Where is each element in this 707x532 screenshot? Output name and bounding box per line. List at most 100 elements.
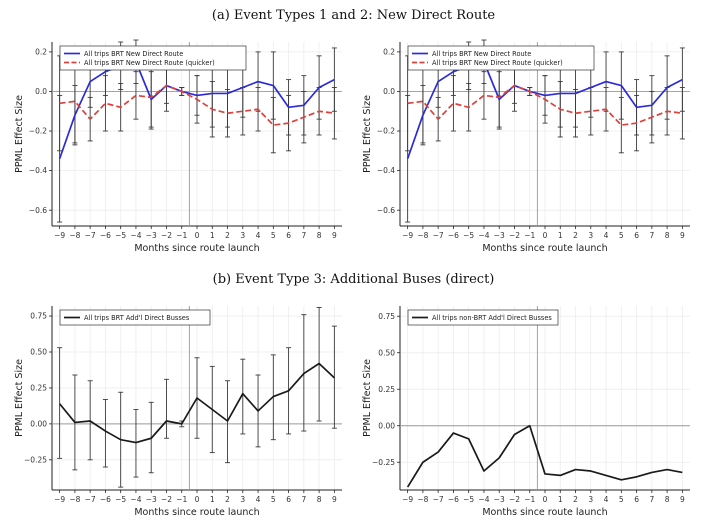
data-point — [681, 471, 684, 474]
data-point — [226, 419, 229, 422]
data-point — [604, 474, 607, 477]
data-point — [666, 110, 669, 113]
x-tick-label: −2 — [161, 495, 172, 504]
panel-b-title: (b) Event Type 3: Additional Buses (dire… — [212, 272, 495, 287]
data-point — [406, 157, 409, 160]
y-tick-label: −0.2 — [29, 127, 47, 136]
data-point — [467, 437, 470, 440]
y-tick-label: −0.6 — [29, 206, 47, 215]
x-tick-label: 8 — [317, 495, 322, 504]
x-tick-label: −9 — [402, 231, 413, 240]
x-tick-label: −6 — [448, 231, 459, 240]
x-tick-label: 3 — [240, 495, 245, 504]
x-tick-label: 6 — [286, 495, 291, 504]
legend-box — [59, 309, 211, 326]
data-point — [574, 112, 577, 115]
x-tick-label: −8 — [69, 495, 80, 504]
data-point — [421, 100, 424, 103]
data-point — [73, 100, 76, 103]
chart-a-right: −9 −8 −7 −6 −5 −4 −3 −2 −1 0 1 2 3 4 5 6 7 8 9 −0.6 −0.4 −0.2… — [362, 39, 690, 254]
data-point — [302, 116, 305, 119]
data-point — [589, 86, 592, 89]
legend-label: All trips BRT New Direct Route (quicker) — [432, 59, 563, 67]
data-point — [498, 456, 501, 459]
x-tick-label: 3 — [588, 231, 593, 240]
data-point — [211, 108, 214, 111]
data-point — [104, 102, 107, 105]
y-tick-label: 0.00 — [30, 419, 47, 428]
data-point — [559, 108, 562, 111]
data-point — [195, 94, 198, 97]
data-point — [226, 92, 229, 95]
y-tick-label: 0.00 — [378, 421, 395, 430]
data-point — [180, 422, 183, 425]
data-point — [287, 122, 290, 125]
y-tick-label: −0.6 — [377, 206, 395, 215]
data-point — [406, 102, 409, 105]
data-point — [318, 110, 321, 113]
data-point — [574, 92, 577, 95]
legend-label: All trips BRT Add'l Direct Busses — [84, 314, 190, 322]
data-point — [437, 450, 440, 453]
data-point — [437, 80, 440, 83]
x-tick-label: 8 — [665, 231, 670, 240]
x-tick-label: 1 — [558, 495, 563, 504]
legend-label: All trips BRT New Direct Route (quicker) — [84, 59, 215, 67]
x-tick-label: −1 — [524, 495, 535, 504]
data-point — [543, 94, 546, 97]
x-tick-label: 5 — [271, 495, 276, 504]
data-point — [650, 471, 653, 474]
x-tick-label: 6 — [634, 495, 639, 504]
x-tick-label: −8 — [69, 231, 80, 240]
x-tick-label: −5 — [115, 231, 126, 240]
data-point — [559, 92, 562, 95]
data-point — [620, 478, 623, 481]
x-tick-label: −1 — [176, 495, 187, 504]
x-tick-label: 7 — [301, 231, 306, 240]
data-point — [482, 469, 485, 472]
data-point — [666, 468, 669, 471]
y-axis-label: PPML Effect Size — [362, 95, 373, 173]
x-tick-label: 7 — [301, 495, 306, 504]
data-point — [241, 110, 244, 113]
data-point — [421, 461, 424, 464]
data-point — [666, 86, 669, 89]
y-tick-label: 0.25 — [30, 384, 47, 393]
series-line-1 — [406, 424, 683, 488]
x-tick-label: 9 — [680, 231, 685, 240]
x-tick-label: −7 — [85, 495, 96, 504]
y-axis-label: PPML Effect Size — [14, 359, 25, 437]
data-point — [333, 376, 336, 379]
x-tick-label: 4 — [256, 495, 261, 504]
data-point — [256, 409, 259, 412]
x-tick-label: 7 — [649, 231, 654, 240]
data-point — [513, 84, 516, 87]
data-point — [241, 86, 244, 89]
x-tick-label: 2 — [573, 231, 578, 240]
x-tick-label: −1 — [524, 231, 535, 240]
data-point — [104, 429, 107, 432]
data-point — [211, 92, 214, 95]
data-point — [58, 402, 61, 405]
y-tick-label: 0.50 — [378, 348, 395, 357]
data-point — [635, 106, 638, 109]
y-tick-label: 0.25 — [378, 385, 395, 394]
x-tick-label: 4 — [256, 231, 261, 240]
y-axis-label: PPML Effect Size — [14, 95, 25, 173]
x-tick-label: 5 — [619, 231, 624, 240]
y-tick-label: −0.25 — [372, 458, 395, 467]
x-tick-label: −5 — [463, 231, 474, 240]
x-tick-label: −4 — [130, 495, 141, 504]
y-tick-label: 0.2 — [35, 47, 47, 56]
x-tick-label: 0 — [195, 231, 200, 240]
data-point — [256, 108, 259, 111]
x-tick-label: 4 — [604, 231, 609, 240]
data-point — [272, 395, 275, 398]
x-tick-label: −7 — [85, 231, 96, 240]
series-line-2 — [59, 84, 335, 126]
chart-a-left: −9 −8 −7 −6 −5 −4 −3 −2 −1 0 1 2 3 4 5 6 7 8 9 −0.6 −0.4 −0.2… — [14, 39, 342, 254]
data-point — [119, 106, 122, 109]
x-tick-label: 2 — [225, 231, 230, 240]
x-tick-label: −2 — [509, 231, 520, 240]
data-point — [589, 110, 592, 113]
